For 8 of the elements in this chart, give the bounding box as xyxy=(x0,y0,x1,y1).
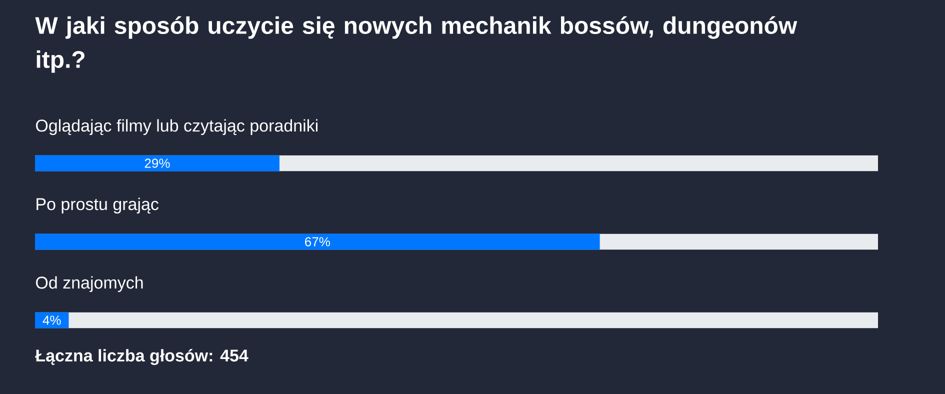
y-tick-label: Oglądając filmy lub czytając poradniki xyxy=(36,119,318,136)
data-label: 67% xyxy=(305,237,330,246)
data-label: 4% xyxy=(42,316,61,325)
text: Łączna liczba głosów: 454 xyxy=(35,348,248,366)
y-tick-label: Po prostu grając xyxy=(36,198,159,214)
chart-title: W jaki sposób uczycie się nowych mechanik bossów, dungeonów itp.? xyxy=(35,16,798,73)
data-label: 29% xyxy=(144,158,170,168)
y-tick-label: Od znajomych xyxy=(36,276,143,292)
